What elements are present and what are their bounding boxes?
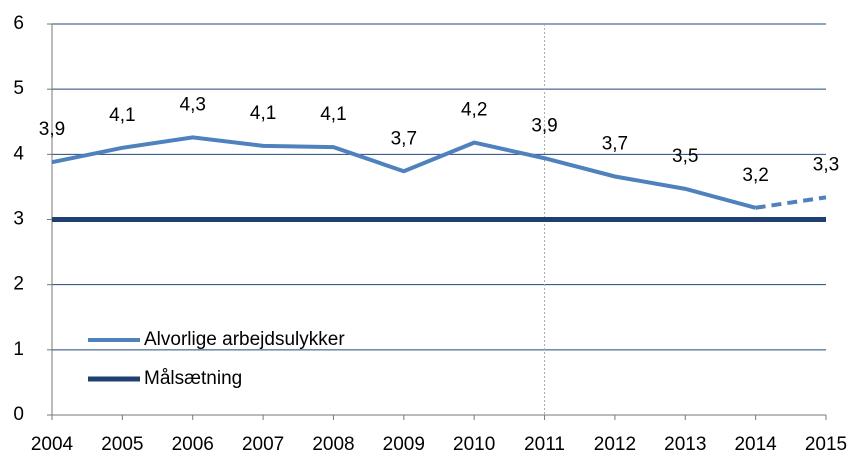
y-tick-label: 4 bbox=[13, 143, 24, 164]
data-label: 3,9 bbox=[531, 115, 557, 136]
line-series-projection bbox=[755, 195, 827, 210]
data-label: 3,7 bbox=[391, 128, 417, 149]
data-label: 4,1 bbox=[109, 105, 135, 126]
data-label: 4,3 bbox=[180, 94, 206, 115]
x-tick-label: 2015 bbox=[805, 434, 847, 455]
data-label: 3,2 bbox=[742, 165, 768, 186]
y-tick-label: 2 bbox=[13, 274, 24, 295]
line-series bbox=[51, 135, 757, 210]
data-label: 3,7 bbox=[602, 134, 628, 155]
data-label: 4,2 bbox=[461, 100, 487, 121]
x-tick-label: 2008 bbox=[312, 434, 354, 455]
y-tick-label: 3 bbox=[13, 209, 24, 230]
data-label: 3,3 bbox=[813, 154, 839, 175]
x-tick-label: 2011 bbox=[524, 434, 565, 455]
data-label: 4,1 bbox=[320, 104, 346, 125]
y-tick-label: 1 bbox=[13, 339, 24, 360]
legend-label: Målsætning bbox=[144, 368, 242, 389]
x-tick-label: 2012 bbox=[594, 434, 636, 455]
y-tick-label: 5 bbox=[13, 78, 24, 99]
x-tick-label: 2009 bbox=[383, 434, 425, 455]
x-tick-label: 2005 bbox=[101, 434, 143, 455]
data-label: 4,1 bbox=[250, 103, 276, 124]
x-tick-label: 2013 bbox=[664, 434, 706, 455]
x-tick-label: 2004 bbox=[31, 434, 74, 455]
x-tick-label: 2014 bbox=[734, 434, 777, 455]
data-label: 3,9 bbox=[39, 119, 65, 140]
y-tick-label: 6 bbox=[13, 13, 24, 34]
x-tick-label: 2010 bbox=[453, 434, 495, 455]
x-tick-label: 2007 bbox=[242, 434, 284, 455]
x-tick-label: 2006 bbox=[172, 434, 214, 455]
y-tick-label: 0 bbox=[13, 404, 24, 425]
legend-label: Alvorlige arbejdsulykker bbox=[144, 329, 345, 350]
data-label: 3,5 bbox=[672, 146, 698, 167]
